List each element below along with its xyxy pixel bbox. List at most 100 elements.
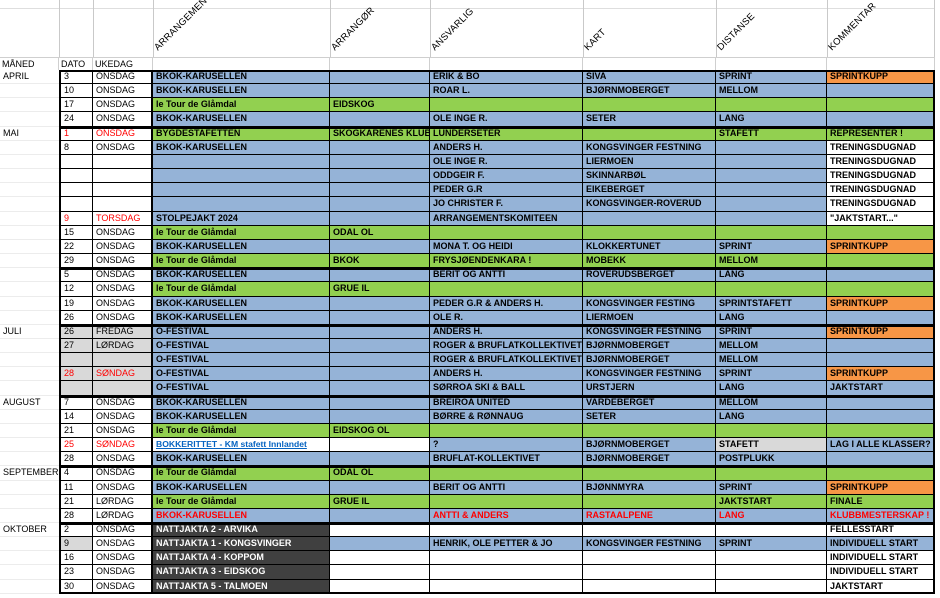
cell-arrangement[interactable]: STOLPEJAKT 2024 [153, 211, 330, 226]
cell-arrangor[interactable] [330, 508, 430, 523]
cell-kart[interactable]: SETER [583, 112, 716, 127]
cell-arrangor[interactable] [330, 579, 430, 594]
cell-ukedag[interactable]: ONSDAG [93, 565, 153, 580]
cell-arrangement[interactable] [153, 154, 330, 170]
cell-kommentar[interactable]: SPRINTKUPP [827, 239, 935, 255]
cell-ansvarlig[interactable]: ANDERS H. [430, 367, 583, 382]
cell-arrangement[interactable]: NATTJAKTA 3 - EIDSKOG [153, 565, 330, 580]
cell-dato[interactable]: 9 [59, 211, 93, 226]
cell-kart[interactable]: EIKEBERGET [583, 183, 716, 198]
cell-maned[interactable] [0, 183, 59, 198]
cell-ukedag[interactable]: ONSDAG [93, 254, 153, 269]
cell-arrangor[interactable]: SKOGKARENES KLUBB [330, 126, 430, 141]
cell-arrangor[interactable] [330, 197, 430, 212]
cell-distanse[interactable] [716, 551, 827, 566]
cell-kart[interactable] [583, 579, 716, 594]
cell-distanse[interactable]: SPRINT [716, 239, 827, 255]
cell-maned[interactable] [0, 537, 59, 552]
cell-distanse[interactable]: POSTPLUKK [716, 452, 827, 467]
cell-arrangement[interactable] [153, 183, 330, 198]
cell-maned[interactable] [0, 423, 59, 439]
cell-dato[interactable]: 8 [59, 140, 93, 155]
cell-ukedag[interactable]: ONSDAG [93, 225, 153, 240]
cell-kart[interactable]: KONGSVINGER-ROVERUD [583, 197, 716, 212]
cell-maned[interactable] [0, 239, 59, 255]
cell-arrangement[interactable]: le Tour de Glåmdal [153, 494, 330, 509]
cell-distanse[interactable]: MELLOM [716, 395, 827, 410]
cell-maned[interactable] [0, 353, 59, 368]
cell-kommentar[interactable] [827, 112, 935, 127]
cell-dato[interactable]: 1 [59, 126, 93, 141]
cell-maned[interactable] [0, 409, 59, 424]
cell-distanse[interactable] [716, 579, 827, 594]
cell-arrangor[interactable]: BKOK [330, 254, 430, 269]
cell-kommentar[interactable] [827, 409, 935, 424]
cell-arrangement[interactable]: O-FESTIVAL [153, 338, 330, 354]
cell-arrangor[interactable] [330, 523, 430, 538]
cell-arrangor[interactable] [330, 84, 430, 99]
cell-kommentar[interactable] [827, 98, 935, 113]
cell-distanse[interactable]: LANG [716, 381, 827, 396]
cell-ukedag[interactable]: LØRDAG [93, 494, 153, 509]
cell-kart[interactable]: KONGSVINGER FESTNING [583, 324, 716, 339]
cell-kommentar[interactable] [827, 338, 935, 354]
cell-distanse[interactable]: SPRINT [716, 367, 827, 382]
cell-ukedag[interactable]: ONSDAG [93, 523, 153, 538]
cell-ansvarlig[interactable] [430, 494, 583, 509]
cell-distanse[interactable]: LANG [716, 112, 827, 127]
cell-arrangor[interactable] [330, 268, 430, 283]
cell-maned[interactable] [0, 381, 59, 396]
cell-maned[interactable] [0, 169, 59, 184]
cell-maned[interactable] [0, 508, 59, 523]
cell-arrangor[interactable] [330, 183, 430, 198]
cell-ansvarlig[interactable]: LUNDERSETER [430, 126, 583, 141]
cell-kommentar[interactable]: INDIVIDUELL START [827, 551, 935, 566]
cell-dato[interactable]: 14 [59, 409, 93, 424]
cell-kart[interactable] [583, 494, 716, 509]
cell-maned[interactable] [0, 367, 59, 382]
cell-kommentar[interactable]: LAG I ALLE KLASSER? [827, 438, 935, 453]
cell-dato[interactable] [59, 169, 93, 184]
cell-kommentar[interactable]: SPRINTKUPP [827, 296, 935, 311]
cell-kart[interactable] [583, 282, 716, 297]
cell-ansvarlig[interactable]: BREIROA UNITED [430, 395, 583, 410]
cell-dato[interactable]: 3 [59, 70, 93, 85]
cell-arrangement[interactable]: le Tour de Glåmdal [153, 282, 330, 297]
cell-arrangor[interactable]: ODAL OL [330, 466, 430, 481]
cell-dato[interactable]: 28 [59, 367, 93, 382]
cell-distanse[interactable]: JAKTSTART [716, 494, 827, 509]
cell-arrangement[interactable]: BKOK-KARUSELLEN [153, 452, 330, 467]
cell-kommentar[interactable] [827, 282, 935, 297]
cell-kart[interactable]: SIVA [583, 70, 716, 85]
cell-arrangement[interactable]: le Tour de Glåmdal [153, 225, 330, 240]
cell-kommentar[interactable] [827, 268, 935, 283]
cell-arrangement[interactable]: BKOK-KARUSELLEN [153, 296, 330, 311]
cell-arrangor[interactable] [330, 324, 430, 339]
cell-arrangement[interactable]: NATTJAKTA 4 - KOPPOM [153, 551, 330, 566]
cell-kommentar[interactable]: JAKTSTART [827, 579, 935, 594]
cell-arrangement[interactable]: BKOK-KARUSELLEN [153, 480, 330, 495]
cell-arrangor[interactable] [330, 381, 430, 396]
cell-arrangement[interactable]: BKOK-KARUSELLEN [153, 508, 330, 523]
cell-arrangement[interactable]: NATTJAKTA 5 - TALMOEN [153, 579, 330, 594]
cell-arrangement[interactable]: BOKKERITTET - KM stafett Innlandet [153, 438, 330, 453]
cell-dato[interactable]: 17 [59, 98, 93, 113]
cell-dato[interactable] [59, 381, 93, 396]
cell-dato[interactable] [59, 183, 93, 198]
cell-kommentar[interactable]: SPRINTKUPP [827, 367, 935, 382]
cell-arrangor[interactable] [330, 551, 430, 566]
cell-kart[interactable]: BJØRNMOBERGET [583, 84, 716, 99]
cell-distanse[interactable]: LANG [716, 409, 827, 424]
cell-distanse[interactable]: LANG [716, 508, 827, 523]
cell-ansvarlig[interactable] [430, 98, 583, 113]
cell-maned[interactable] [0, 551, 59, 566]
cell-ukedag[interactable]: LØRDAG [93, 508, 153, 523]
cell-maned[interactable] [0, 310, 59, 325]
cell-kommentar[interactable]: SPRINTKUPP [827, 324, 935, 339]
cell-ansvarlig[interactable]: BERIT OG ANTTI [430, 480, 583, 495]
cell-kart[interactable]: VARDEBERGET [583, 395, 716, 410]
cell-ansvarlig[interactable]: ANDERS H. [430, 140, 583, 155]
cell-ansvarlig[interactable]: OLE R. [430, 310, 583, 325]
cell-ukedag[interactable]: ONSDAG [93, 296, 153, 311]
cell-maned[interactable] [0, 579, 59, 594]
